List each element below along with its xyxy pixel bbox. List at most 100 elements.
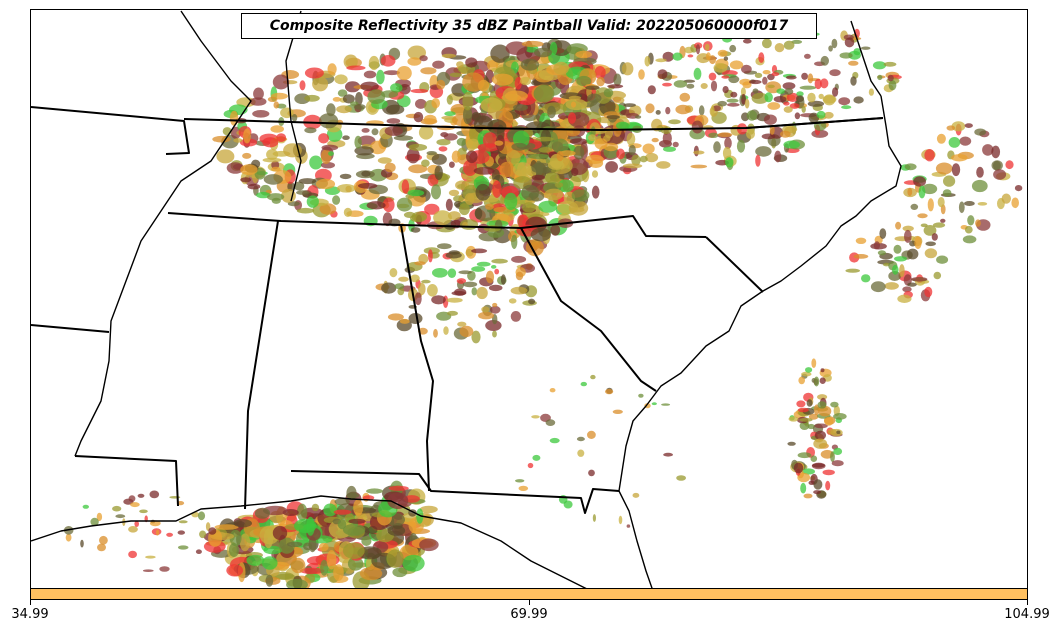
reflectivity-blob	[130, 502, 140, 508]
reflectivity-blob	[345, 81, 361, 93]
coastline	[31, 10, 902, 589]
reflectivity-blob	[112, 505, 122, 512]
reflectivity-blob	[769, 125, 775, 135]
colorbar-tick	[30, 600, 31, 605]
reflectivity-blob	[910, 203, 919, 210]
reflectivity-blob	[807, 92, 816, 103]
reflectivity-blob	[446, 95, 453, 105]
reflectivity-blob	[477, 143, 500, 152]
gulf-coast	[31, 495, 589, 589]
reflectivity-blob	[177, 530, 185, 535]
reflectivity-blob	[665, 106, 671, 115]
reflectivity-blob	[436, 79, 446, 90]
reflectivity-blob	[991, 145, 1001, 159]
reflectivity-blob	[823, 111, 834, 119]
reflectivity-blob	[1011, 197, 1019, 209]
reflectivity-blob	[411, 211, 427, 222]
reflectivity-blob	[357, 135, 376, 147]
reflectivity-blob	[413, 111, 424, 123]
reflectivity-blob	[456, 278, 467, 284]
reflectivity-blob	[743, 38, 752, 44]
reflectivity-blob	[710, 80, 718, 92]
reflectivity-blob	[824, 416, 834, 426]
reflectivity-blob	[951, 163, 961, 177]
reflectivity-blob	[721, 75, 730, 79]
reflectivity-blob	[565, 98, 588, 110]
reflectivity-blob	[471, 266, 486, 272]
reflectivity-blob	[419, 538, 439, 552]
reflectivity-blob	[414, 261, 426, 266]
reflectivity-blob	[693, 150, 705, 155]
reflectivity-blob	[679, 92, 691, 102]
reflectivity-blob	[819, 377, 826, 385]
reflectivity-blob	[457, 321, 467, 327]
reflectivity-blob	[618, 515, 623, 525]
reflectivity-blob	[612, 409, 623, 414]
reflectivity-blob	[780, 130, 791, 138]
reflectivity-blob	[690, 164, 708, 169]
reflectivity-blob	[466, 150, 478, 164]
reflectivity-blob	[304, 127, 317, 134]
reflectivity-blob	[464, 193, 475, 205]
reflectivity-blob	[907, 282, 917, 287]
reflectivity-blob	[456, 137, 467, 146]
reflectivity-blob	[389, 268, 398, 278]
reflectivity-blob	[911, 277, 928, 282]
reflectivity-blob	[754, 72, 763, 78]
reflectivity-blob	[801, 72, 808, 80]
reflectivity-blob	[386, 549, 404, 568]
reflectivity-blob	[894, 256, 907, 262]
reflectivity-blob	[553, 61, 569, 75]
reflectivity-blob	[512, 162, 532, 177]
reflectivity-blob	[380, 55, 396, 67]
reflectivity-blob	[488, 284, 503, 292]
reflectivity-blob	[456, 61, 464, 68]
reflectivity-blob	[353, 104, 366, 110]
reflectivity-blob	[783, 40, 795, 50]
reflectivity-blob	[785, 75, 797, 80]
reflectivity-blob	[588, 134, 597, 142]
reflectivity-blob	[924, 286, 933, 298]
reflectivity-blob	[606, 115, 620, 120]
reflectivity-blob	[763, 114, 777, 125]
reflectivity-blob	[212, 135, 231, 143]
reflectivity-blob	[820, 55, 829, 66]
reflectivity-blob	[663, 146, 676, 152]
ms-la-border	[74, 455, 179, 507]
reflectivity-blob	[474, 207, 483, 220]
reflectivity-blob	[243, 128, 251, 144]
reflectivity-blob	[839, 52, 853, 59]
reflectivity-blob	[387, 525, 406, 536]
reflectivity-blob	[506, 150, 521, 165]
reflectivity-blob	[492, 180, 502, 198]
reflectivity-blob	[798, 376, 805, 385]
reflectivity-blob	[596, 76, 605, 87]
reflectivity-blob	[242, 152, 252, 159]
reflectivity-blob	[145, 555, 156, 559]
reflectivity-blob	[376, 69, 385, 85]
reflectivity-blob	[249, 97, 267, 106]
reflectivity-blob	[410, 88, 429, 94]
reflectivity-blob	[424, 203, 440, 215]
reflectivity-blob	[709, 55, 716, 65]
reflectivity-blob	[662, 82, 672, 87]
reflectivity-blob	[976, 166, 984, 178]
reflectivity-blob	[334, 74, 348, 85]
reflectivity-blob	[432, 60, 445, 69]
reflectivity-blob	[951, 154, 968, 162]
reflectivity-blob	[592, 514, 597, 522]
reflectivity-blob	[197, 511, 206, 521]
reflectivity-blob	[1005, 160, 1014, 170]
reflectivity-blob	[359, 567, 383, 581]
reflectivity-blob	[774, 150, 782, 163]
reflectivity-blob	[337, 184, 356, 193]
reflectivity-blob	[426, 151, 437, 156]
reflectivity-blob	[363, 70, 377, 79]
reflectivity-blob	[342, 94, 355, 104]
reflectivity-blob	[273, 101, 280, 109]
reflectivity-blob	[623, 103, 636, 107]
reflectivity-blob	[726, 102, 740, 107]
reflectivity-blob	[274, 573, 296, 581]
reflectivity-blob	[229, 110, 239, 126]
reflectivity-blob	[508, 298, 517, 304]
